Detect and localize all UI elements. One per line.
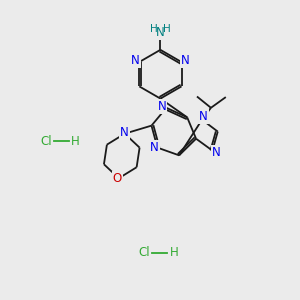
Text: Cl: Cl xyxy=(40,135,52,148)
Text: N: N xyxy=(120,126,129,139)
Text: H: H xyxy=(71,135,80,148)
Text: N: N xyxy=(150,141,159,154)
Text: N: N xyxy=(158,100,166,113)
Text: N: N xyxy=(131,54,140,67)
Text: O: O xyxy=(113,172,122,185)
Text: Cl: Cl xyxy=(138,246,150,259)
Text: N: N xyxy=(181,54,190,67)
Text: N: N xyxy=(212,146,220,159)
Text: N: N xyxy=(199,110,208,123)
Text: H: H xyxy=(163,24,171,34)
Text: H: H xyxy=(169,246,178,259)
Text: H: H xyxy=(150,24,158,34)
Text: N: N xyxy=(156,26,165,39)
